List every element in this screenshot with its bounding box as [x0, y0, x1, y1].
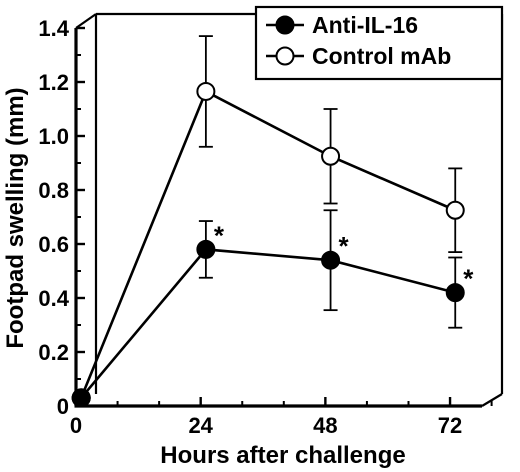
- legend: Anti-IL-16 Control mAb: [254, 5, 504, 81]
- x-tick-label: 0: [70, 413, 82, 438]
- data-point: [445, 200, 465, 220]
- y-tick-label: 1.4: [38, 16, 69, 41]
- y-tick-label: 0: [57, 394, 69, 419]
- legend-marker-filled-icon: [275, 15, 295, 35]
- series-line: [79, 89, 456, 399]
- series-control-mab: [71, 35, 465, 408]
- x-axis-label: Hours after challenge: [160, 442, 405, 469]
- significance-marker: *: [463, 264, 474, 294]
- data-point: [445, 283, 465, 303]
- y-tick-label: 0.2: [38, 340, 69, 365]
- legend-marker-open-icon: [275, 46, 295, 66]
- series-line: [80, 248, 456, 399]
- origin-point: [71, 388, 91, 408]
- y-tick-label: 1.2: [38, 70, 69, 95]
- plot-area: * * *: [71, 35, 474, 408]
- legend-item-control-mab: Control mAb: [266, 43, 451, 69]
- x-axis: 0 24 48 72: [70, 397, 493, 438]
- x-tick-label: 72: [438, 413, 462, 438]
- legend-label-control-mab: Control mAb: [312, 43, 451, 69]
- data-point: [196, 239, 216, 259]
- legend-item-anti-il-16: Anti-IL-16: [266, 12, 418, 38]
- data-point: [321, 250, 341, 270]
- legend-box: [254, 5, 504, 81]
- y-tick-label: 0.6: [38, 232, 69, 257]
- data-point: [196, 81, 216, 101]
- series-anti-il-16: * * *: [71, 209, 474, 408]
- significance-marker: *: [339, 231, 350, 261]
- x-tick-label: 24: [188, 413, 213, 438]
- x-tick-label: 48: [313, 413, 337, 438]
- legend-label-anti-il-16: Anti-IL-16: [312, 12, 418, 38]
- significance-marker: *: [214, 220, 225, 250]
- data-point: [321, 146, 341, 166]
- y-axis: 0 0.2 0.4 0.6 0.8 1.0 1.2 1.4: [38, 16, 85, 419]
- y-axis-label: Footpad swelling (mm): [2, 87, 29, 348]
- y-tick-label: 0.8: [38, 178, 69, 203]
- y-tick-label: 1.0: [38, 124, 69, 149]
- y-tick-label: 0.4: [38, 286, 69, 311]
